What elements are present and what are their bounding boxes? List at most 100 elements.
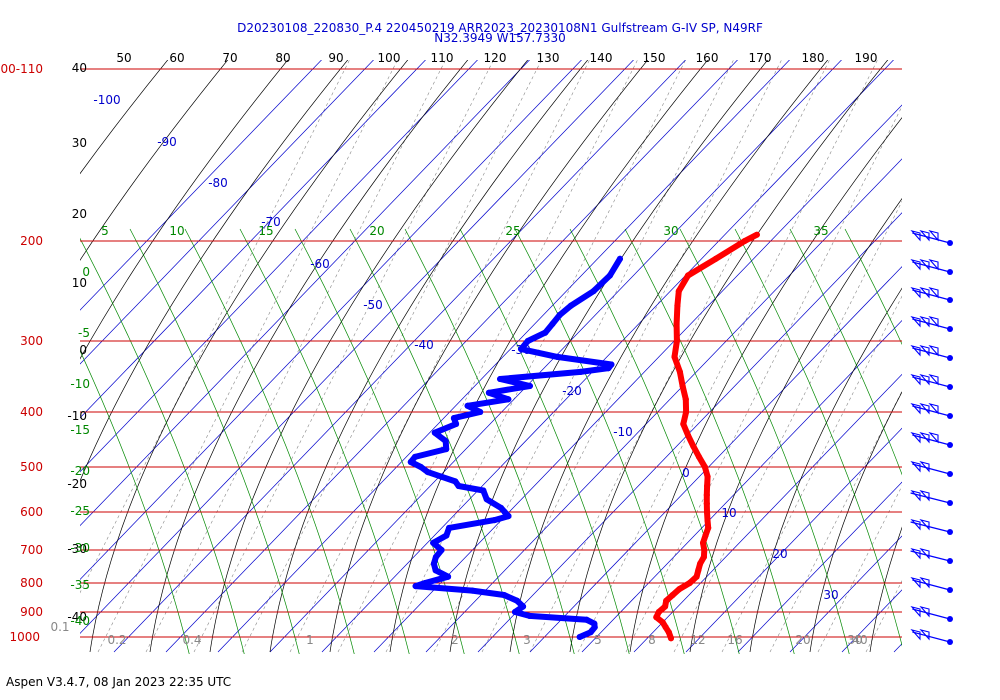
mixing-ratio-line bbox=[865, 580, 902, 653]
dry-adiabat-line bbox=[269, 60, 589, 653]
dewpoint-point-segment bbox=[446, 517, 498, 531]
dry-adiabat-line bbox=[990, 9, 1000, 652]
dry-adiabat-line bbox=[209, 60, 529, 653]
mixing-ratio-line bbox=[289, 60, 590, 653]
pressure-tick-label: 700 bbox=[20, 543, 43, 557]
wind-barb-staff bbox=[910, 492, 951, 504]
wind-barb-pennant bbox=[919, 548, 930, 560]
height-tick-label: -40 bbox=[67, 610, 87, 624]
wind-barb-staff bbox=[912, 434, 951, 446]
mixing-ratio-label: 0.2 bbox=[107, 633, 126, 647]
moist-adiabat-line bbox=[404, 228, 575, 654]
wind-barb-staff bbox=[912, 608, 951, 620]
dry-adiabat-line bbox=[80, 60, 349, 482]
theta-tick-label: 100 bbox=[378, 51, 401, 65]
theta-tick-label: 50 bbox=[116, 51, 131, 65]
wind-barb-staff bbox=[912, 289, 951, 301]
pressure-tick-label: 400 bbox=[20, 405, 43, 419]
moist-adiabat-line bbox=[349, 228, 520, 654]
moist-adiabat-line bbox=[80, 237, 245, 654]
wind-barb bbox=[910, 629, 953, 645]
sounding-profiles bbox=[407, 231, 760, 642]
diagram-labels: 100-110200300400500600700800900100050607… bbox=[0, 51, 877, 647]
wind-barb-staff bbox=[910, 550, 951, 562]
wind-barb-pennant bbox=[910, 432, 921, 444]
isotherm-line bbox=[80, 60, 634, 634]
moist-adiabat-label: -15 bbox=[70, 423, 90, 437]
isotherm-line bbox=[685, 427, 902, 653]
isotherm-line bbox=[529, 266, 902, 653]
temperature-point-segment bbox=[675, 272, 691, 295]
mixing-ratio-label: 2 bbox=[451, 633, 459, 647]
wind-barb-pennant bbox=[910, 490, 921, 502]
mixing-ratio-line bbox=[673, 200, 902, 653]
isotherm-label: 10 bbox=[721, 506, 736, 520]
isotherm-line bbox=[477, 212, 902, 653]
dewpoint-point-segment bbox=[431, 421, 460, 436]
wind-barb bbox=[910, 490, 953, 506]
wind-barb-pennant bbox=[928, 259, 939, 271]
wind-barb bbox=[910, 287, 953, 303]
dry-adiabat-line bbox=[689, 198, 902, 653]
isotherm-line bbox=[581, 319, 902, 653]
moist-adiabat-label: 30 bbox=[663, 224, 678, 238]
dewpoint-point-segment bbox=[526, 612, 590, 623]
dry-adiabat-line bbox=[389, 60, 709, 653]
dry-adiabat-line bbox=[80, 60, 289, 360]
wind-barb-staff bbox=[912, 463, 951, 475]
wind-barb-pennant bbox=[919, 606, 930, 618]
dewpoint-point-segment bbox=[497, 368, 584, 382]
theta-tick-label: 140 bbox=[590, 51, 613, 65]
wind-barb-staff bbox=[912, 376, 951, 388]
dewpoint-point-segment bbox=[450, 409, 484, 422]
height-tick-label: 20 bbox=[72, 207, 87, 221]
mixing-ratio-label: 1 bbox=[306, 633, 314, 647]
wind-barb bbox=[910, 519, 953, 535]
moist-adiabat-line bbox=[129, 228, 300, 654]
isotherm-line bbox=[737, 481, 902, 653]
isotherm-line bbox=[80, 60, 426, 419]
dewpoint-point-segment bbox=[412, 583, 476, 594]
moist-adiabat-line bbox=[679, 228, 850, 654]
pressure-tick-label: 1000 bbox=[9, 630, 40, 644]
mixing-ratio-line bbox=[577, 60, 878, 653]
moist-adiabat-label: -10 bbox=[70, 377, 90, 391]
wind-barb-pennant bbox=[928, 374, 939, 386]
dewpoint-point-segment bbox=[576, 629, 594, 640]
pressure-tick-label: 800 bbox=[20, 576, 43, 590]
mixing-ratio-label: 12 bbox=[690, 633, 705, 647]
wind-barb-pennant bbox=[910, 316, 921, 328]
dewpoint-point-segment bbox=[590, 272, 613, 295]
isotherm-label: 20 bbox=[772, 547, 787, 561]
isotherm-line bbox=[113, 60, 686, 653]
moist-adiabat-label: 5 bbox=[101, 224, 109, 238]
temperature-point-segment bbox=[685, 255, 719, 279]
wind-barb bbox=[910, 432, 953, 448]
wind-barb-pennant bbox=[910, 461, 921, 473]
wind-barb bbox=[910, 345, 953, 361]
moist-adiabat-line bbox=[184, 228, 355, 654]
wind-barb-pennant bbox=[919, 461, 930, 473]
wind-barb-pennant bbox=[910, 403, 921, 415]
dewpoint-point-segment bbox=[422, 573, 452, 586]
wind-barb-pennant bbox=[919, 577, 930, 589]
moist-adiabat-label: -40 bbox=[70, 614, 90, 628]
mixing-ratio-label: 8 bbox=[648, 633, 656, 647]
dewpoint-point-segment bbox=[567, 288, 597, 309]
moist-adiabat-label: 20 bbox=[369, 224, 384, 238]
isotherm-line bbox=[633, 373, 902, 653]
isotherm-line bbox=[80, 60, 530, 527]
footer-version: Aspen V3.4.7, 08 Jan 2023 22:35 UTC bbox=[6, 675, 232, 689]
mixing-ratio-line bbox=[914, 59, 1000, 652]
wind-barb-staff bbox=[912, 405, 951, 417]
pressure-tick-label: 600 bbox=[20, 505, 43, 519]
isotherm-label: -60 bbox=[310, 257, 330, 271]
moist-adiabat-label: 35 bbox=[813, 224, 828, 238]
wind-barb-pennant bbox=[910, 606, 921, 618]
temperature-point-segment bbox=[673, 302, 681, 327]
chart-title-line2: N32.3949 W157.7330 bbox=[434, 31, 566, 45]
mixing-ratio-label: 0.4 bbox=[182, 633, 201, 647]
wind-barb-staff bbox=[912, 261, 951, 273]
wind-barb-staff bbox=[912, 631, 951, 643]
wind-barb-pennant bbox=[928, 287, 939, 299]
